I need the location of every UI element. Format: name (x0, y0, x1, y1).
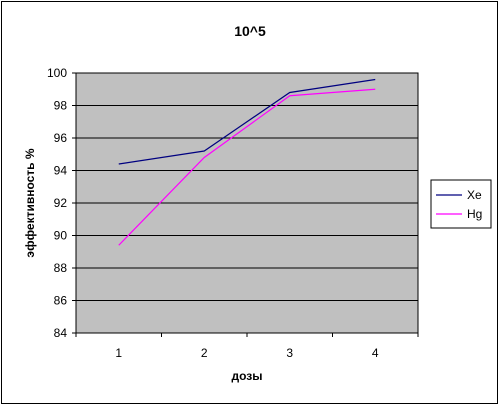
x-axis-title: дозы (231, 369, 262, 383)
legend-label-hg: Hg (467, 207, 482, 221)
legend-label-xe: Xe (467, 188, 482, 202)
y-tick-label: 86 (54, 294, 68, 308)
x-tick-label: 2 (201, 346, 208, 360)
y-tick-label: 88 (54, 261, 68, 275)
y-tick-label: 100 (47, 66, 67, 80)
chart-title: 10^5 (234, 23, 266, 39)
y-tick-label: 84 (54, 326, 68, 340)
y-tick-label: 98 (54, 99, 68, 113)
x-tick-label: 1 (115, 346, 122, 360)
x-tick-label: 3 (286, 346, 293, 360)
y-tick-label: 90 (54, 229, 68, 243)
y-axis-title: эффективность % (23, 148, 37, 257)
x-axis-ticks: 1 2 3 4 (76, 333, 418, 360)
y-tick-label: 94 (54, 164, 68, 178)
y-tick-label: 96 (54, 131, 68, 145)
y-axis-ticks: 84 86 88 90 92 94 96 98 100 (47, 66, 76, 340)
x-tick-label: 4 (372, 346, 379, 360)
y-tick-label: 92 (54, 196, 68, 210)
